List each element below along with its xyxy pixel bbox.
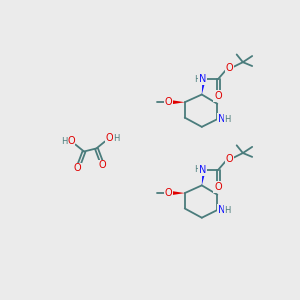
Text: O: O — [74, 164, 82, 173]
Polygon shape — [172, 100, 185, 104]
Text: H: H — [194, 166, 200, 175]
Text: O: O — [226, 63, 233, 73]
Text: H: H — [224, 206, 231, 214]
Text: O: O — [99, 160, 106, 170]
Text: O: O — [214, 182, 222, 192]
Text: H: H — [224, 115, 231, 124]
Polygon shape — [202, 79, 206, 94]
Polygon shape — [202, 170, 206, 185]
Text: N: N — [199, 165, 206, 175]
Text: O: O — [165, 97, 172, 107]
Text: O: O — [214, 91, 222, 101]
Text: N: N — [199, 74, 206, 84]
Text: H: H — [113, 134, 120, 143]
Text: O: O — [67, 136, 75, 146]
Text: H: H — [61, 137, 67, 146]
Text: N: N — [218, 205, 226, 215]
Text: H: H — [194, 75, 200, 84]
Polygon shape — [172, 191, 185, 195]
Text: O: O — [165, 188, 172, 198]
Text: O: O — [226, 154, 233, 164]
Text: N: N — [218, 114, 226, 124]
Text: O: O — [106, 134, 113, 143]
